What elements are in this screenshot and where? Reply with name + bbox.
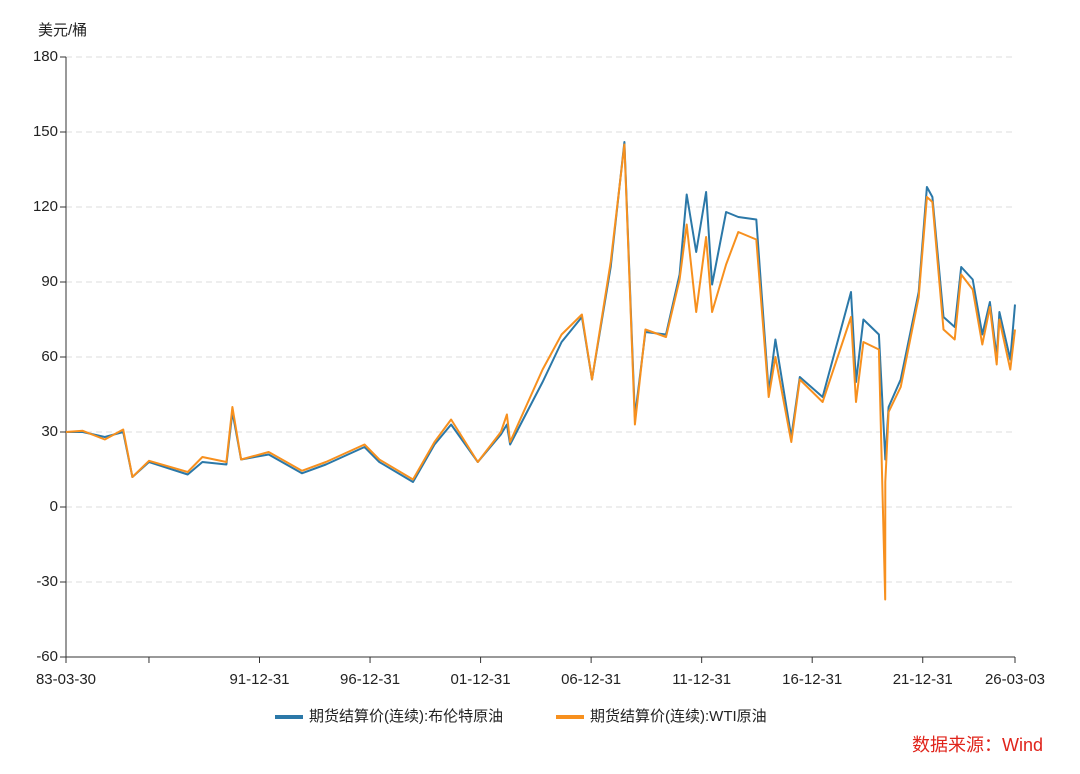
y-tick-label: 60	[41, 348, 58, 365]
y-axis-label: 美元/桶	[38, 22, 87, 39]
x-tick-label: 26-03-03	[985, 671, 1045, 688]
x-tick-label: 11-12-31	[672, 671, 731, 688]
y-tick-label: 0	[50, 498, 58, 515]
x-tick-label: 83-03-30	[36, 671, 96, 688]
y-tick-label: 30	[41, 423, 58, 440]
line-series	[66, 141, 1016, 483]
line-series	[65, 143, 1016, 601]
x-tick-label: 16-12-31	[782, 671, 842, 688]
source: 数据来源：Wind	[912, 735, 1043, 755]
x-tick-label: 21-12-31	[893, 671, 953, 688]
y-tick-label: 90	[41, 273, 58, 290]
y-tick-label: 150	[33, 123, 58, 140]
y-tick-label: 120	[33, 198, 58, 215]
x-tick-label: 96-12-31	[340, 671, 400, 688]
x-tick-label: 91-12-31	[229, 671, 289, 688]
legend-label: 期货结算价(连续):WTI原油	[590, 707, 767, 725]
y-tick-label: -30	[36, 573, 58, 590]
y-tick-label: -60	[36, 648, 58, 665]
y-tick-label: 180	[33, 48, 58, 65]
legend-label: 期货结算价(连续):布伦特原油	[309, 707, 503, 725]
x-tick-label: 06-12-31	[561, 671, 621, 688]
x-tick-label: 01-12-31	[451, 671, 511, 688]
